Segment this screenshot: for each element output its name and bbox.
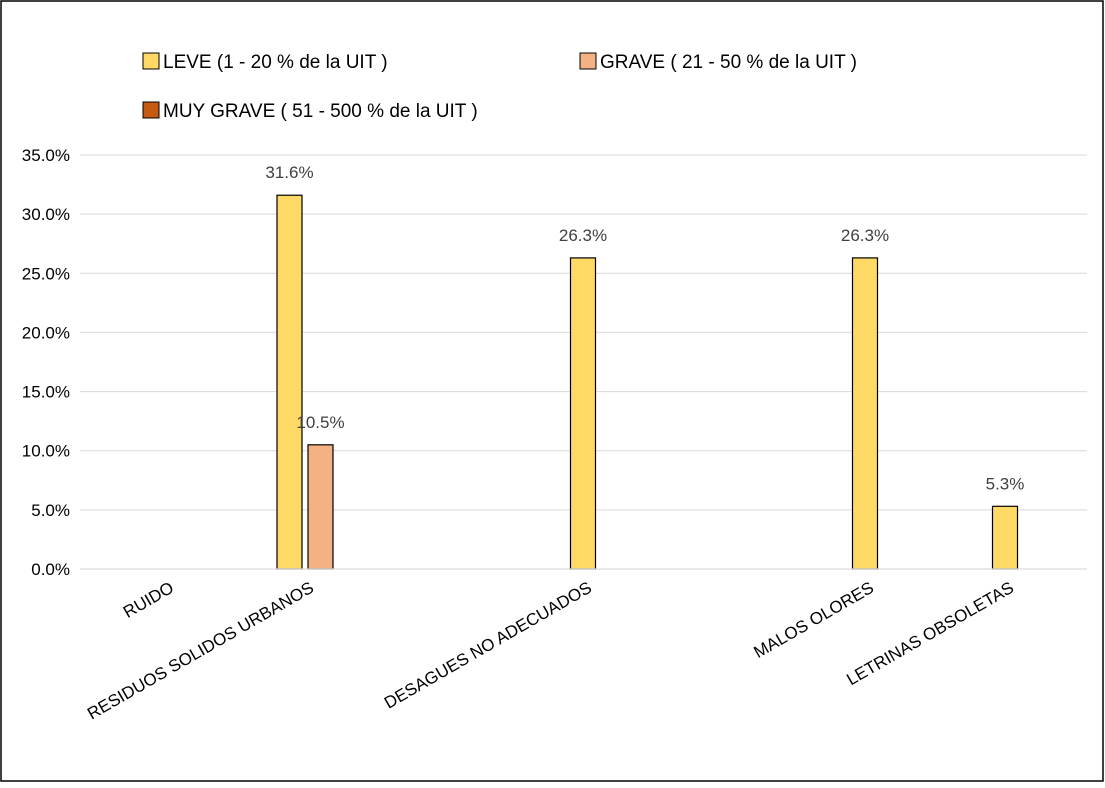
bar [569,257,597,570]
y-tick-label: 15.0% [22,383,70,402]
legend-swatch [142,52,160,70]
y-tick-label: 10.0% [22,442,70,461]
bar [851,257,879,570]
data-label: 31.6% [265,163,313,182]
data-label: 26.3% [841,226,889,245]
y-tick-label: 30.0% [22,205,70,224]
y-tick-label: 25.0% [22,264,70,283]
legend-label: MUY GRAVE ( 51 - 500 % de la UIT ) [163,101,478,122]
data-label: 26.3% [559,226,607,245]
legend-swatch [142,101,160,119]
legend-swatch [579,52,597,70]
bars [276,194,1019,570]
legend: LEVE (1 - 20 % de la UIT ) GRAVE ( 21 - 5… [142,52,857,122]
y-tick-label: 0.0% [31,560,70,579]
bar [307,444,334,570]
y-tick-label: 20.0% [22,323,70,342]
bar [991,505,1019,570]
legend-label: LEVE (1 - 20 % de la UIT ) [163,52,388,73]
y-axis: 0.0% 5.0% 10.0% 15.0% 20.0% 25.0% 30.0% 35.0% [22,146,70,579]
legend-label: GRAVE ( 21 - 50 % de la UIT ) [600,52,857,73]
y-tick-label: 35.0% [22,146,70,165]
data-label: 5.3% [986,474,1025,493]
bar [276,194,303,570]
data-label: 10.5% [296,413,344,432]
data-labels: 31.6% 10.5% 26.3% 26.3% 5.3% [265,163,1024,493]
y-tick-label: 5.0% [31,501,70,520]
